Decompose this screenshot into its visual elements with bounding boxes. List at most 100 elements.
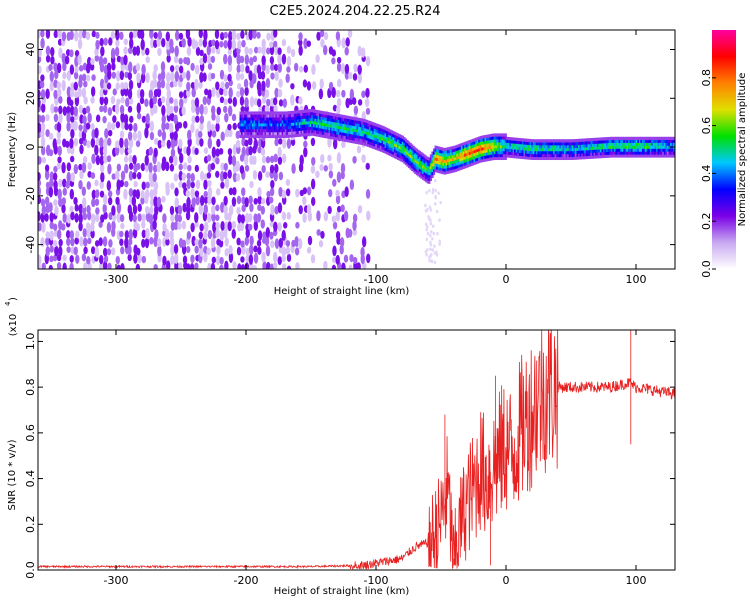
heatmap-cell [637,151,640,155]
heatmap-cell [261,120,264,124]
heatmap-cell [652,136,656,141]
heatmap-cell [509,137,512,141]
heatmap-cell [145,47,150,56]
heatmap-cell [359,141,362,145]
heatmap-cell [356,140,359,145]
heatmap-cell [383,138,386,142]
heatmap-cell [587,147,590,151]
heatmap-cell [38,210,41,222]
heatmap-cell [165,228,170,240]
heatmap-cell [256,111,259,115]
heatmap-cell [345,124,348,128]
heatmap-cell [570,142,573,146]
heatmap-cell [232,172,238,183]
heatmap-cell [365,55,371,67]
heatmap-cell [641,139,645,143]
heatmap-cell [253,252,259,264]
heatmap-cell [540,153,543,158]
heatmap-cell [498,142,501,146]
heatmap-cell [74,91,79,99]
heatmap-cell [255,126,258,130]
heatmap-cell [300,127,303,131]
heatmap-cell [295,128,298,132]
heatmap-cell [124,138,129,149]
heatmap-cell [601,146,604,150]
heatmap-cell [264,235,270,247]
heatmap-cell [212,221,217,233]
heatmap-cell [506,145,509,149]
heatmap-cell [45,231,50,239]
heatmap-cell [375,132,378,136]
heatmap-cell [269,134,272,139]
heatmap-cell [148,146,153,156]
heatmap-cell [186,89,191,98]
heatmap-cell [91,153,96,165]
heatmap-cell [319,78,324,89]
heatmap-cell [634,151,637,155]
heatmap-cell [267,134,270,139]
x-tick-label: -300 [104,273,129,286]
heatmap-cell [518,143,521,148]
heatmap-cell [462,157,465,161]
heatmap-cell [565,153,568,158]
heatmap-cell [245,111,248,115]
heatmap-cell [381,149,384,153]
heatmap-cell [596,137,599,141]
heatmap-cell [311,120,314,124]
heatmap-cell [649,151,652,155]
heatmap-cell [411,156,414,160]
heatmap-cell [253,198,258,205]
heatmap-cell [571,156,574,160]
heatmap-cell [270,111,273,115]
heatmap-cell [576,141,579,146]
heatmap-cell [301,112,305,116]
heatmap-cell [278,131,281,136]
heatmap-cell [48,132,54,140]
heatmap-cell [454,159,457,164]
heatmap-cell [249,56,254,66]
heatmap-cell [543,150,546,155]
heatmap-cell [78,74,84,82]
heatmap-cell [102,203,107,214]
heatmap-cell [265,64,270,75]
heatmap-cell [75,230,80,239]
heatmap-cell [311,117,314,122]
heatmap-cell [301,127,305,131]
heatmap-cell [286,114,289,118]
heatmap-cell [248,111,252,115]
heatmap-cell [368,135,372,139]
heatmap-cell [353,131,356,135]
heatmap-cell [668,151,671,155]
heatmap-cell [423,154,426,158]
heatmap-cell [504,139,507,143]
heatmap-cell [487,134,490,138]
heatmap-cell [248,223,253,231]
heatmap-cell [100,171,105,183]
heatmap-cell [631,145,634,149]
heatmap-cell [520,146,523,151]
heatmap-cell [319,30,325,38]
heatmap-cell [379,128,383,132]
heatmap-cell [165,31,171,42]
heatmap-cell [457,164,461,168]
heatmap-cell [431,174,434,179]
heatmap-cell [244,131,247,136]
heatmap-cell [398,137,401,141]
heatmap-cell [439,164,442,168]
heatmap-cell [482,149,486,154]
heatmap-cell [56,81,62,90]
heatmap-cell [337,119,340,124]
heatmap-cell [331,121,334,125]
heatmap-cell [270,240,275,248]
heatmap-cell [415,172,418,176]
heatmap-cell [514,149,517,153]
heatmap-cell [314,115,317,119]
heatmap-cell [340,132,344,136]
heatmap-cell [482,147,486,151]
heatmap-cell [542,148,545,152]
heatmap-cell [231,228,236,239]
heatmap-cell [654,139,657,143]
heatmap-cell [303,109,306,113]
heatmap-cell [286,111,289,115]
heatmap-cell [514,137,517,141]
